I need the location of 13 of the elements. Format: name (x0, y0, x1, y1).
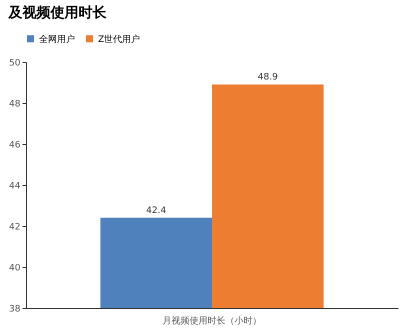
chart-title: 及视频使用时长 (8, 4, 108, 21)
data-label: 42.4 (146, 206, 166, 216)
y-tick-label: 46 (9, 140, 21, 150)
y-tick-label: 48 (9, 100, 21, 110)
y-tick-label: 40 (9, 264, 21, 274)
legend-label: Z世代用户 (98, 34, 140, 45)
data-label: 48.9 (258, 72, 278, 83)
y-tick-label: 42 (9, 222, 20, 232)
x-tick-label: 月视频使用时长（小时） (162, 316, 262, 326)
y-tick-label: 38 (9, 304, 21, 314)
y-tick-label: 50 (9, 58, 21, 68)
y-tick-label: 44 (9, 182, 21, 192)
legend-label: 全网用户 (39, 34, 75, 45)
